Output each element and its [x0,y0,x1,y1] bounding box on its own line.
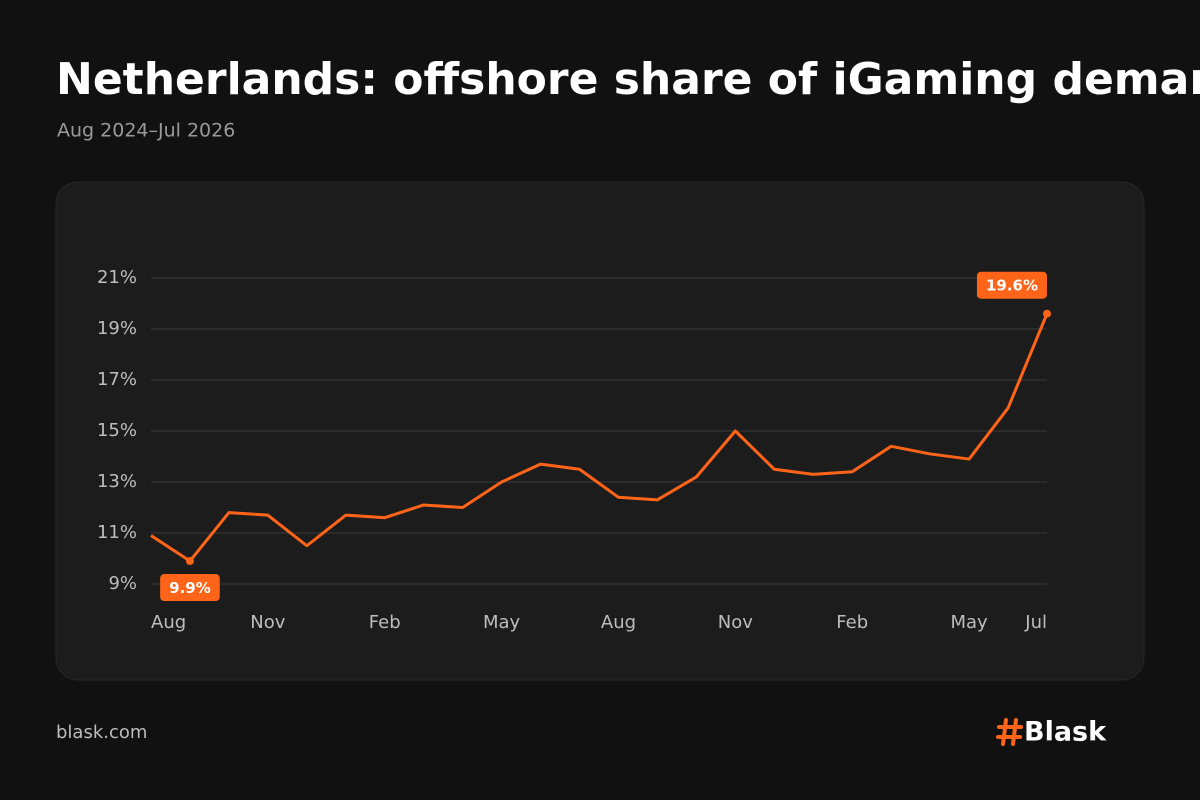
data-label: 19.6% [976,271,1047,299]
brand-logo: Blask [996,717,1107,748]
highlight-point [185,557,194,566]
y-tick-label: 19% [97,318,137,339]
subtitle: Aug 2024–Jul 2026 [57,120,235,142]
data-label-text: 19.6% [986,277,1038,295]
x-tick-label: Feb [836,612,868,633]
x-tick-label: Aug [601,612,636,633]
y-tick-label: 21% [97,267,137,288]
x-tick-label: May [950,612,988,633]
data-label: 9.9% [160,574,220,602]
title: Netherlands: offshore share of iGaming d… [56,54,1200,105]
y-tick-label: 11% [97,522,137,543]
source: blask.com [56,722,147,743]
series-line [150,313,1049,563]
y-tick-label: 17% [97,369,137,390]
data-label-box [160,574,220,602]
y-tick-label: 13% [97,471,137,492]
x-tick-label: May [483,612,521,633]
highlight-point [1043,309,1051,318]
x-tick-label: Aug [151,612,186,633]
x-tick-label: Jul [1024,612,1047,633]
data-label-box [976,271,1047,299]
x-tick-label: Feb [369,612,401,633]
x-tick-label: Nov [718,612,753,633]
brand-name: Blask [1024,717,1107,748]
brand-icon [996,718,1023,746]
data-label-text: 9.9% [169,579,211,597]
y-tick-label: 9% [108,573,137,594]
plot: 9% 11% 13% 15% 17% 19% 21% Aug Nov Feb May Aug Nov Fe… [97,267,1051,633]
y-tick-label: 15% [97,420,137,441]
x-tick-label: Nov [250,612,285,633]
